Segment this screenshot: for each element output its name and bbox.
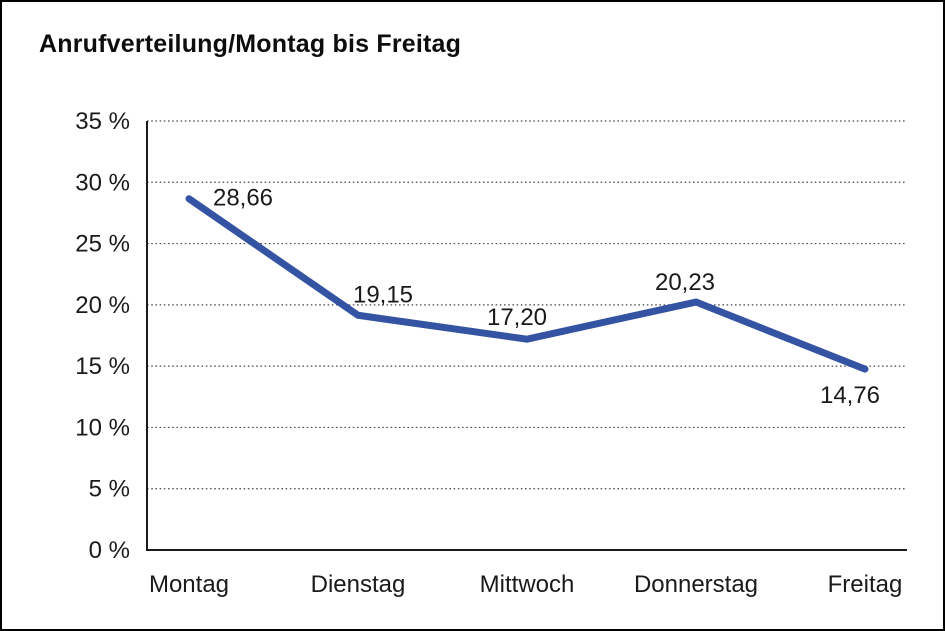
axis-lines	[146, 121, 907, 551]
y-tick-label: 10 %	[75, 414, 130, 441]
y-tick-label: 0 %	[89, 537, 130, 564]
y-tick-label: 35 %	[75, 108, 130, 135]
y-tick-label: 25 %	[75, 231, 130, 258]
y-tick-label: 20 %	[75, 292, 130, 319]
y-tick-label: 30 %	[75, 169, 130, 196]
x-axis-label: Dienstag	[311, 571, 406, 598]
y-tick-label: 5 %	[89, 476, 130, 503]
data-point-label: 20,23	[655, 269, 715, 296]
data-point-label: 28,66	[213, 185, 273, 212]
y-tick-label: 15 %	[75, 353, 130, 380]
data-line	[185, 195, 869, 373]
x-axis-label: Mittwoch	[480, 571, 575, 598]
data-point-label: 14,76	[820, 382, 880, 409]
x-axis-label: Donnerstag	[634, 571, 758, 598]
x-axis-label: Montag	[149, 571, 229, 598]
chart-title: Anrufverteilung/Montag bis Freitag	[39, 30, 462, 58]
x-axis-label: Freitag	[828, 571, 903, 598]
data-point-label: 19,15	[353, 281, 413, 308]
data-point-label: 17,20	[487, 304, 547, 331]
